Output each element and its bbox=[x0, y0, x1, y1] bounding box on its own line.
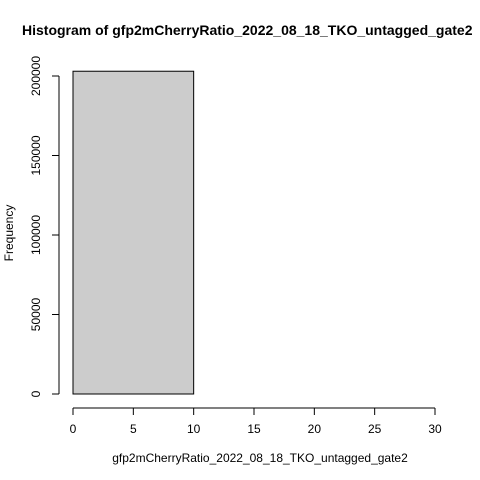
y-tick-label: 150000 bbox=[29, 135, 43, 175]
bars-group bbox=[72, 70, 195, 395]
histogram-bar-0 bbox=[72, 70, 195, 395]
x-tick-label: 10 bbox=[187, 422, 201, 436]
y-tick-label: 200000 bbox=[29, 56, 43, 96]
x-axis-label: gfp2mCherryRatio_2022_08_18_TKO_untagged… bbox=[112, 451, 408, 465]
x-tick-label: 30 bbox=[428, 422, 442, 436]
y-tick-label: 0 bbox=[29, 390, 43, 397]
y-tick-label: 100000 bbox=[29, 215, 43, 255]
chart-title: Histogram of gfp2mCherryRatio_2022_08_18… bbox=[22, 22, 473, 38]
x-tick-label: 0 bbox=[70, 422, 77, 436]
y-axis-label: Frequency bbox=[2, 205, 16, 262]
y-tick-label: 50000 bbox=[29, 297, 43, 331]
x-axis: 0 5 10 15 20 25 30 bbox=[70, 407, 442, 436]
x-tick-label: 20 bbox=[308, 422, 322, 436]
x-tick-label: 25 bbox=[368, 422, 382, 436]
x-tick-label: 5 bbox=[130, 422, 137, 436]
x-tick-label: 15 bbox=[247, 422, 261, 436]
y-axis: 0 50000 100000 150000 200000 bbox=[29, 56, 60, 397]
